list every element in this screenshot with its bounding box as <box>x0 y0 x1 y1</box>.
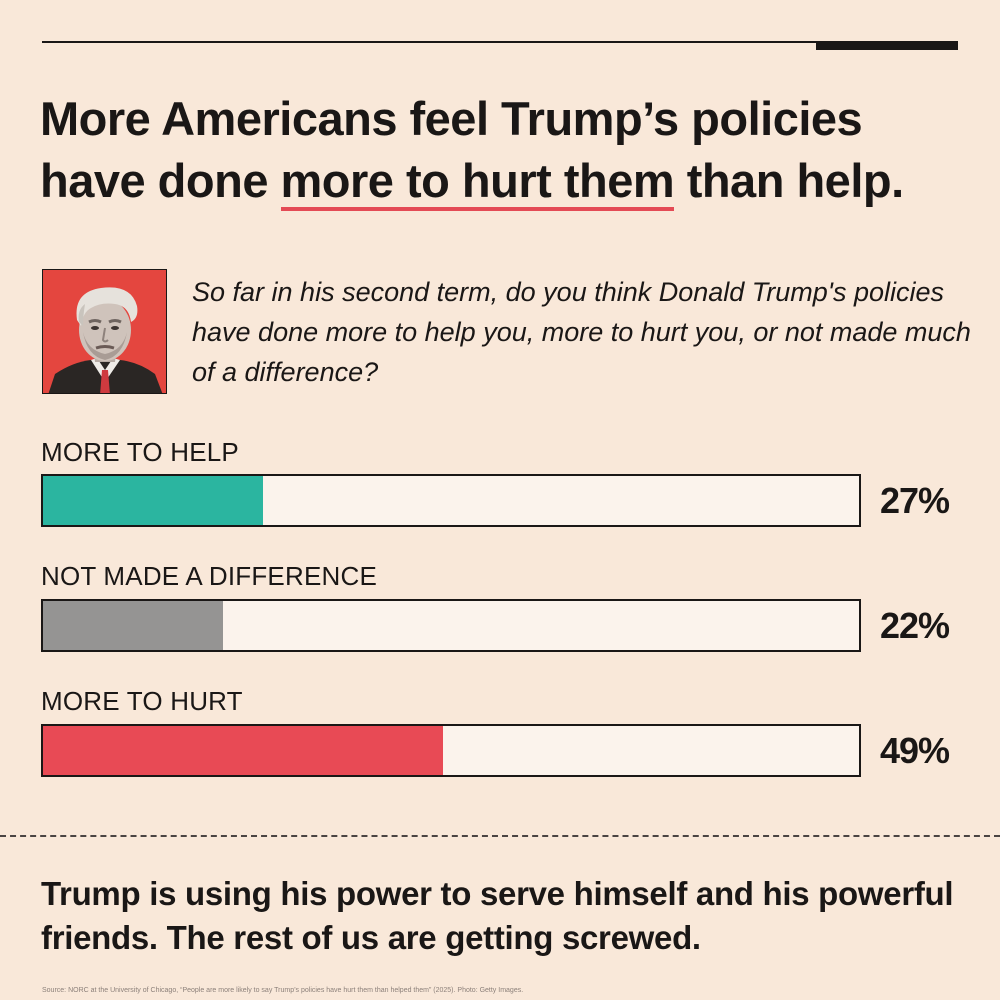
bar-track <box>41 474 861 527</box>
portrait-illustration <box>43 270 166 393</box>
headline-line-1: More Americans feel Trump’s policies <box>40 92 863 145</box>
bar-fill <box>43 726 443 775</box>
bar-track <box>41 724 861 777</box>
source-note: Source: NORC at the University of Chicag… <box>42 987 524 994</box>
headline-line-2-end: than help. <box>674 154 904 207</box>
top-rule-accent <box>816 42 958 50</box>
headline-highlight: more to hurt them <box>280 154 675 211</box>
headline: More Americans feel Trump’s policies hav… <box>40 88 970 212</box>
portrait-photo <box>42 269 167 394</box>
section-divider <box>0 835 1000 837</box>
survey-question: So far in his second term, do you think … <box>192 277 971 387</box>
top-rule <box>42 41 958 43</box>
bar-track <box>41 599 861 652</box>
bar-label: NOT MADE A DIFFERENCE <box>41 561 377 591</box>
closing-statement: Trump is using his power to serve himsel… <box>41 875 954 956</box>
bar-fill <box>43 601 223 650</box>
bar-fill <box>43 476 263 525</box>
bar-label: MORE TO HURT <box>41 686 243 716</box>
bar-value-label: 27% <box>880 480 950 521</box>
bar-value-label: 22% <box>880 605 950 646</box>
bar-value-label: 49% <box>880 730 950 771</box>
headline-line-2-start: have done <box>40 154 281 207</box>
bar-label: MORE TO HELP <box>41 437 239 467</box>
